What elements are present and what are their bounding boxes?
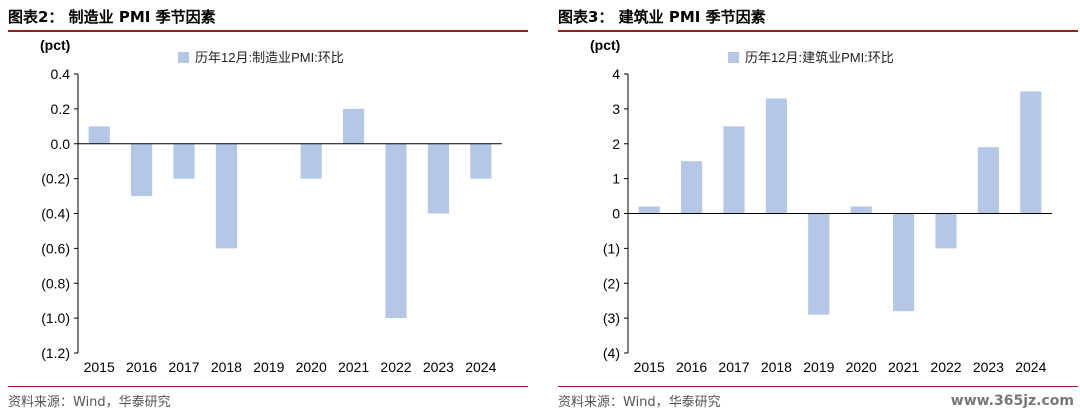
y-tick-label: (0.8) (41, 275, 70, 291)
y-tick-label: (4) (603, 345, 620, 361)
title-rule (8, 30, 528, 32)
unit-label: (pct) (590, 37, 620, 53)
legend-label: 历年12月:制造业PMI:环比 (195, 50, 344, 65)
y-tick-label: 2 (612, 136, 620, 152)
bar (808, 213, 830, 315)
bar (1020, 91, 1042, 214)
x-tick-label: 2016 (126, 359, 157, 375)
bar (88, 126, 110, 144)
y-tick-label: (2) (603, 275, 620, 291)
y-tick-label: 0.4 (51, 66, 71, 82)
panel-title: 图表3： 建筑业 PMI 季节因素 (558, 8, 766, 26)
bar (427, 143, 449, 214)
legend-label: 历年12月:建筑业PMI:环比 (745, 50, 894, 65)
bar (131, 143, 153, 197)
y-tick-label: (3) (603, 310, 620, 326)
y-tick-label: (1) (603, 240, 620, 256)
y-tick-label: 0 (612, 206, 620, 222)
title-rule (558, 30, 1078, 32)
y-tick-label: (1.2) (41, 345, 70, 361)
bar (470, 143, 492, 179)
x-tick-label: 2018 (211, 359, 242, 375)
y-tick-label: 3 (612, 101, 620, 117)
x-tick-label: 2022 (380, 359, 411, 375)
y-tick-label: (0.4) (41, 206, 70, 222)
bar (765, 98, 787, 214)
x-tick-label: 2019 (803, 359, 834, 375)
legend-swatch (178, 52, 189, 63)
x-tick-label: 2015 (84, 359, 115, 375)
y-tick-label: 1 (612, 171, 620, 187)
y-tick-label: (0.2) (41, 171, 70, 187)
watermark: www.365jz.com (950, 393, 1074, 409)
x-tick-label: 2019 (253, 359, 284, 375)
chart-panel-manufacturing: 图表2： 制造业 PMI 季节因素 (pct) 历年12月:制造业PMI:环比 0.… (0, 0, 530, 413)
source-note: 资料来源：Wind，华泰研究 (558, 395, 721, 410)
legend-swatch (728, 52, 739, 63)
construction-pmi-chart: (pct) 历年12月:建筑业PMI:环比 4 3 2 1 0 (1) (2) (3) (4) 201… (590, 37, 1052, 375)
source-note: 资料来源：Wind，华泰研究 (8, 395, 171, 410)
y-tick-label: 0.2 (51, 101, 71, 117)
x-tick-label: 2022 (930, 359, 961, 375)
x-tick-label: 2023 (423, 359, 454, 375)
x-tick-label: 2020 (846, 359, 877, 375)
chart-panel-construction: 图表3： 建筑业 PMI 季节因素 (pct) 历年12月:建筑业PMI:环比 4 3… (550, 0, 1080, 413)
x-tick-label: 2017 (168, 359, 199, 375)
bar (723, 126, 745, 214)
source-rule (8, 386, 528, 387)
bar (385, 143, 407, 319)
x-tick-label: 2023 (973, 359, 1004, 375)
bar (173, 143, 195, 179)
y-tick-label: 4 (612, 66, 620, 82)
x-tick-label: 2021 (338, 359, 369, 375)
bar (215, 143, 237, 249)
bar (300, 143, 322, 179)
unit-label: (pct) (40, 37, 70, 53)
x-tick-label: 2016 (676, 359, 707, 375)
manufacturing-pmi-chart: (pct) 历年12月:制造业PMI:环比 0.4 0.2 0.0 (0.2) (0.4) (… (40, 37, 502, 375)
x-tick-label: 2017 (718, 359, 749, 375)
source-rule (558, 386, 1078, 387)
y-tick-label: 0.0 (51, 136, 71, 152)
bar (343, 108, 365, 144)
x-tick-label: 2024 (465, 359, 496, 375)
x-tick-label: 2020 (296, 359, 327, 375)
x-tick-label: 2018 (761, 359, 792, 375)
x-tick-label: 2024 (1015, 359, 1046, 375)
bar (638, 206, 660, 214)
bar (893, 213, 915, 312)
bar (681, 161, 703, 214)
panel-title: 图表2： 制造业 PMI 季节因素 (8, 8, 216, 26)
bar (977, 147, 999, 214)
bar (935, 213, 957, 249)
y-tick-label: (1.0) (41, 310, 70, 326)
bar (850, 206, 872, 214)
x-tick-label: 2021 (888, 359, 919, 375)
y-tick-label: (0.6) (41, 240, 70, 256)
x-tick-label: 2015 (634, 359, 665, 375)
